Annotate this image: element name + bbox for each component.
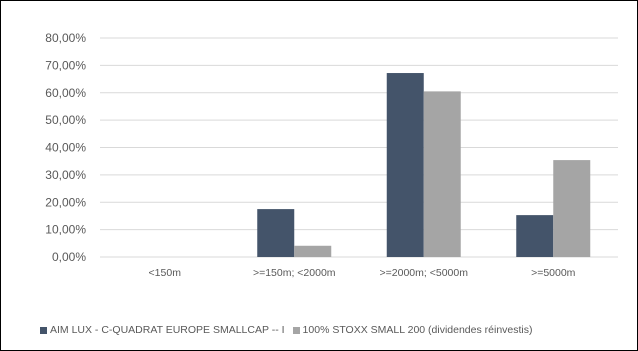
y-tick-label: 0,00% (52, 250, 86, 264)
y-tick-label: 40,00% (45, 141, 86, 155)
y-tick-label: 70,00% (45, 58, 86, 72)
legend-swatch-series-1 (40, 326, 47, 334)
x-tick-label: <150m (149, 267, 182, 279)
bar-series-1 (386, 73, 424, 257)
x-tick-label: >=2000m; <5000m (380, 267, 469, 279)
y-tick-label: 50,00% (45, 113, 86, 127)
x-tick-label: >=150m; <2000m (253, 267, 336, 279)
bar-series-2 (423, 91, 461, 257)
x-tick-label: >=5000m (531, 267, 576, 279)
bar-series-1 (257, 209, 295, 257)
y-tick-label: 80,00% (45, 31, 86, 45)
legend-item-series-2: 100% STOXX SMALL 200 (dividendes réinves… (292, 324, 533, 336)
y-tick-label: 30,00% (45, 168, 86, 182)
y-tick-label: 20,00% (45, 195, 86, 209)
legend-label-series-2: 100% STOXX SMALL 200 (dividendes réinves… (302, 324, 533, 336)
legend-item-series-1: AIM LUX - C-QUADRAT EUROPE SMALLCAP -- I (40, 324, 285, 336)
bar-series-1 (516, 215, 554, 257)
y-tick-label: 10,00% (45, 223, 86, 237)
bar-series-2 (294, 245, 332, 257)
legend-label-series-1: AIM LUX - C-QUADRAT EUROPE SMALLCAP -- I (50, 324, 285, 336)
chart-legend: AIM LUX - C-QUADRAT EUROPE SMALLCAP -- I… (40, 324, 541, 336)
legend-swatch-series-2 (292, 326, 300, 334)
bar-series-2 (553, 160, 591, 257)
y-tick-label: 60,00% (45, 86, 86, 100)
